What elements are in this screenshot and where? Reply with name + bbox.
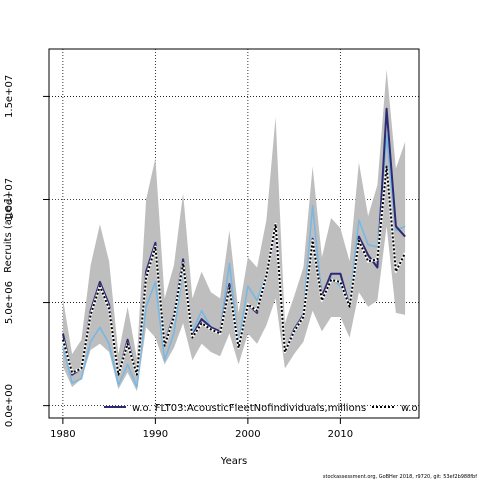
plot-frame	[48, 48, 420, 419]
series-line-2	[61, 165, 406, 376]
x-tick-label-1: 1990	[143, 429, 168, 440]
x-axis-title: Years	[220, 456, 247, 467]
legend: w.o. FLT03:AcousticFleetNofindividuals,m…	[104, 403, 421, 414]
legend-label-series-2: w.o.	[401, 403, 421, 414]
x-tick-label-3: 2010	[328, 429, 353, 440]
y-tick-label-1: 5.0e+06	[4, 281, 15, 324]
confidence-band	[62, 69, 406, 392]
y-tick-label-2: 1.0e+07	[4, 178, 15, 221]
x-tick-label-0: 1980	[50, 429, 75, 440]
footer-note: stockassessment.org, GoBHer 2018, r9720,…	[323, 474, 477, 480]
x-axis-ticks: 1980 1990 2000 2010	[50, 418, 353, 440]
x-tick-label-2: 2000	[235, 429, 260, 440]
y-tick-label-0: 0.0e+00	[4, 384, 15, 427]
y-axis-title: Recruits (age 1)	[3, 193, 14, 273]
series-lines	[61, 107, 407, 388]
y-axis-ticks: 0.0e+00 5.0e+06 1.0e+07 1.5e+07	[4, 75, 49, 427]
y-tick-label-3: 1.5e+07	[4, 75, 15, 118]
legend-label-series-1: w.o. FLT03:AcousticFleetNofindividuals,m…	[132, 403, 366, 414]
plot-area	[49, 49, 419, 418]
